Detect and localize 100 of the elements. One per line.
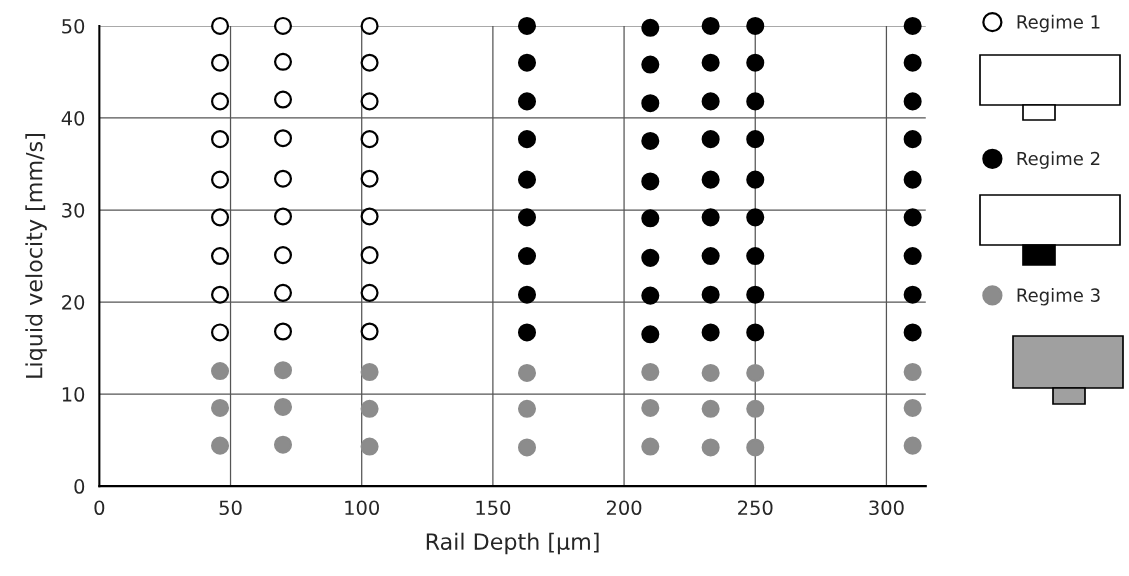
point xyxy=(211,53,230,72)
point xyxy=(211,323,230,342)
point xyxy=(211,362,230,381)
point xyxy=(273,169,293,188)
point xyxy=(273,322,293,341)
point xyxy=(517,16,537,35)
point xyxy=(903,130,922,149)
point xyxy=(517,438,537,457)
x-axis-title: Rail Depth [µm] xyxy=(426,532,599,555)
point xyxy=(360,130,379,149)
point xyxy=(211,247,230,266)
point xyxy=(273,129,293,148)
point xyxy=(360,399,379,418)
point xyxy=(517,247,537,266)
point xyxy=(746,53,765,72)
point xyxy=(903,247,922,266)
point xyxy=(701,170,720,189)
point xyxy=(360,92,379,111)
point xyxy=(273,246,293,265)
point xyxy=(273,283,293,302)
point xyxy=(903,362,922,382)
point xyxy=(211,92,230,111)
y-tick-label: 30 xyxy=(62,202,85,218)
point xyxy=(211,436,230,455)
x-tick-label: 200 xyxy=(606,500,642,516)
y-tick-label: 40 xyxy=(61,110,85,126)
point xyxy=(641,55,660,74)
point xyxy=(746,323,765,342)
y-axis-title: Liquid velocity [mm/s] xyxy=(25,134,47,378)
point xyxy=(360,437,379,456)
point xyxy=(641,398,660,417)
point xyxy=(641,248,660,267)
x-tick-label: 250 xyxy=(738,500,773,516)
point xyxy=(701,363,720,382)
point xyxy=(903,16,922,35)
point xyxy=(211,398,230,417)
point xyxy=(746,16,765,35)
point xyxy=(641,131,660,150)
point xyxy=(641,325,660,344)
point xyxy=(641,437,660,456)
y-tick-label: 10 xyxy=(62,387,85,402)
point xyxy=(701,438,720,457)
point xyxy=(903,323,922,342)
x-tick-label: 0 xyxy=(94,500,105,516)
point xyxy=(211,208,230,227)
point xyxy=(903,92,922,111)
point xyxy=(701,208,720,227)
point xyxy=(273,397,293,417)
y-tick-label: 0 xyxy=(74,479,85,494)
x-tick-label: 50 xyxy=(219,500,242,516)
point xyxy=(701,285,720,304)
point xyxy=(360,169,379,188)
point xyxy=(517,130,537,149)
point xyxy=(746,170,765,189)
point xyxy=(746,399,765,418)
point xyxy=(517,323,537,342)
point xyxy=(746,363,765,382)
point xyxy=(517,53,537,72)
point xyxy=(641,286,660,305)
point xyxy=(273,435,293,454)
point xyxy=(360,362,379,382)
y-tick-label: 20 xyxy=(62,295,85,310)
x-tick-label: 300 xyxy=(869,500,904,516)
point xyxy=(517,399,537,418)
point xyxy=(273,52,293,71)
point xyxy=(746,285,765,304)
point xyxy=(273,207,293,226)
point xyxy=(701,16,720,35)
point xyxy=(360,207,379,226)
point xyxy=(360,246,379,265)
x-tick-label: 150 xyxy=(476,500,511,516)
point xyxy=(211,16,230,35)
point xyxy=(360,53,379,72)
point xyxy=(641,362,660,382)
point xyxy=(746,130,765,149)
point xyxy=(746,438,765,457)
point xyxy=(360,16,379,35)
point xyxy=(517,208,537,227)
point xyxy=(903,285,922,304)
point xyxy=(273,90,293,109)
point xyxy=(701,323,720,342)
point xyxy=(746,208,765,227)
point xyxy=(273,16,293,35)
point xyxy=(641,172,660,191)
y-tick-label: 50 xyxy=(62,18,85,34)
point xyxy=(211,285,230,304)
point xyxy=(641,94,660,113)
point xyxy=(701,92,720,111)
point xyxy=(701,247,720,266)
legend-label: Regime 1 xyxy=(1017,14,1100,33)
legend-label: Regime 3 xyxy=(1017,288,1100,306)
point xyxy=(360,283,379,302)
point xyxy=(746,92,765,111)
point xyxy=(903,398,922,417)
point xyxy=(517,170,537,189)
point xyxy=(701,130,720,149)
point xyxy=(903,53,922,72)
point xyxy=(211,130,230,149)
point xyxy=(641,18,660,37)
point xyxy=(360,322,379,341)
